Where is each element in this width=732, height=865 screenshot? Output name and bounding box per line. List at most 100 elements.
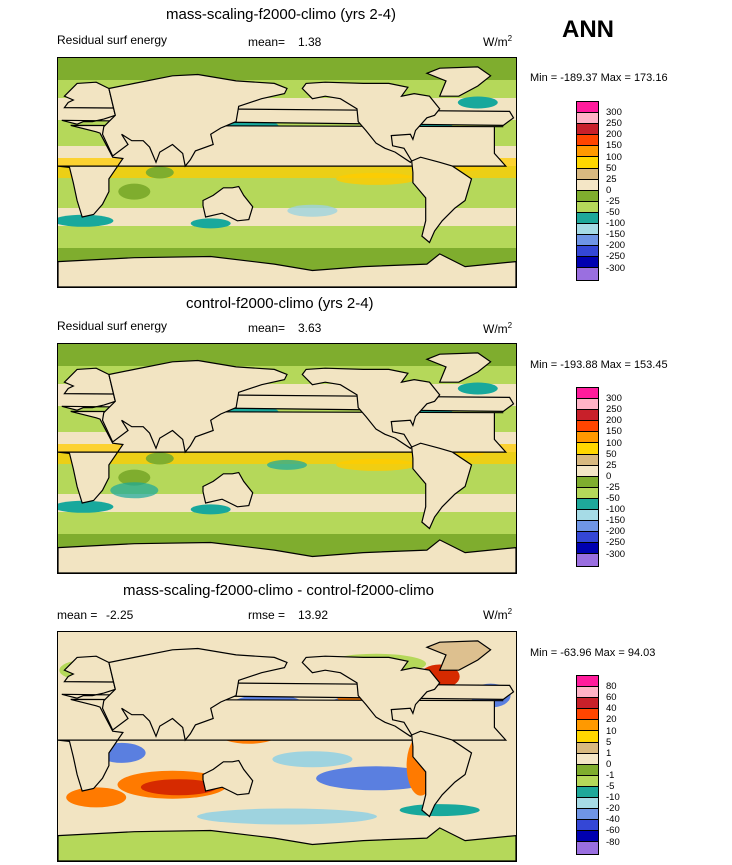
colorbar-tick-label: -50 <box>606 493 620 504</box>
colorbar-tick-label: 25 <box>606 459 617 471</box>
colorbar-tick-label: 0 <box>606 184 612 196</box>
panel-3-title: mass-scaling-f2000-climo - control-f2000… <box>123 582 434 599</box>
continent-antarctica <box>58 539 516 573</box>
colorbar-swatch <box>577 157 598 169</box>
panel-3-map <box>57 631 517 862</box>
colorbar-swatch <box>577 454 598 466</box>
colorbar-swatch <box>577 388 598 400</box>
continent-asia <box>101 647 288 742</box>
colorbar-swatch <box>577 709 598 721</box>
colorbar-swatch <box>577 798 598 810</box>
map-field <box>58 58 516 287</box>
colorbar-tick-label: -80 <box>606 836 620 848</box>
colorbar-swatch <box>577 786 598 799</box>
colorbar-tick-label: -250 <box>606 251 626 263</box>
colorbar-swatch <box>577 179 598 191</box>
panel-2-mean-value: 3.63 <box>298 321 322 335</box>
panel-1-mean-value: 1.38 <box>298 35 322 49</box>
colorbar-swatch <box>577 224 598 236</box>
continent-namerica <box>301 81 441 164</box>
colorbar-swatch <box>577 399 598 411</box>
colorbar-tick-label: -10 <box>606 792 620 804</box>
colorbar-tick-label: 0 <box>606 758 612 770</box>
colorbar-tick-label: 100 <box>606 437 622 449</box>
panel-1-map <box>57 57 517 288</box>
colorbar-swatch <box>577 698 598 710</box>
colorbar-tick-label: -200 <box>606 240 626 252</box>
continent-australia <box>202 759 254 796</box>
colorbar-tick-label: 250 <box>606 118 622 130</box>
colorbar-tick-label: 40 <box>606 703 617 715</box>
colorbar-swatch <box>577 487 598 499</box>
panel-1-colorbar <box>576 101 599 281</box>
colorbar-tick-label: -100 <box>606 504 626 516</box>
panel-2-units: W/m2 <box>483 321 513 336</box>
panel-2-variable-label: Residual surf energy <box>57 319 168 333</box>
colorbar-tick-label: -25 <box>606 195 620 207</box>
colorbar-swatch <box>577 168 598 180</box>
colorbar-tick-label: 50 <box>606 448 617 460</box>
continent-asia <box>101 359 288 454</box>
continent-australia <box>202 185 254 222</box>
panel-2-title: control-f2000-climo (yrs 2-4) <box>186 295 374 312</box>
colorbar-tick-label: 300 <box>606 393 622 405</box>
map-field <box>58 344 516 573</box>
continent-antarctica <box>58 253 516 287</box>
colorbar-swatch <box>577 809 598 821</box>
colorbar-tick-label: 0 <box>606 470 612 482</box>
colorbar-swatch <box>577 235 598 247</box>
map-field <box>58 632 516 861</box>
colorbar-tick-label: -300 <box>606 548 626 560</box>
continent-greenland <box>425 352 492 383</box>
colorbar-tick-label: -100 <box>606 218 626 230</box>
continent-samerica <box>411 442 473 530</box>
colorbar-tick-label: 200 <box>606 129 622 141</box>
panel-2-colorbar <box>576 387 599 567</box>
colorbar-tick-label: -5 <box>606 781 615 792</box>
colorbar-swatch <box>577 146 598 158</box>
colorbar-tick-label: 60 <box>606 692 617 704</box>
colorbar-swatch <box>577 731 598 743</box>
panel-2-minmax: Min = -193.88 Max = 153.45 <box>530 359 668 371</box>
continent-namerica <box>301 367 441 450</box>
colorbar-tick-label: -20 <box>606 803 620 815</box>
colorbar-swatch <box>577 554 598 566</box>
colorbar-tick-label: 20 <box>606 714 617 726</box>
continent-antarctica <box>58 827 516 861</box>
colorbar-swatch <box>577 113 598 125</box>
panel-1-minmax: Min = -189.37 Max = 173.16 <box>530 72 668 84</box>
colorbar-swatch <box>577 212 598 225</box>
colorbar-swatch <box>577 742 598 754</box>
colorbar-tick-label: -50 <box>606 207 620 218</box>
colorbar-tick-label: 1 <box>606 747 612 759</box>
colorbar-swatch <box>577 268 598 280</box>
colorbar-tick-label: 250 <box>606 404 622 416</box>
panel-3-mean-value: -2.25 <box>106 608 134 622</box>
colorbar-swatch <box>577 410 598 422</box>
panel-3-mean-label: mean = <box>57 608 98 622</box>
colorbar-tick-label: -150 <box>606 229 626 241</box>
colorbar-swatch <box>577 842 598 854</box>
colorbar-swatch <box>577 720 598 732</box>
colorbar-tick-label: -25 <box>606 481 620 493</box>
panel-1-variable-label: Residual surf energy <box>57 33 168 47</box>
colorbar-swatch <box>577 543 598 555</box>
colorbar-swatch <box>577 246 598 258</box>
continent-greenland <box>425 640 492 671</box>
panel-3-minmax: Min = -63.96 Max = 94.03 <box>530 647 656 659</box>
colorbar-tick-label: -1 <box>606 769 615 781</box>
colorbar-tick-label: 150 <box>606 140 622 152</box>
colorbar-swatch <box>577 831 598 843</box>
panel-2-mean-label: mean= <box>248 321 286 335</box>
colorbar-swatch <box>577 443 598 455</box>
colorbar-swatch <box>577 257 598 269</box>
colorbar-swatch <box>577 510 598 522</box>
colorbar-swatch <box>577 532 598 544</box>
colorbar-swatch <box>577 753 598 765</box>
colorbar-tick-label: 300 <box>606 107 622 119</box>
colorbar-tick-label: -250 <box>606 537 626 549</box>
continent-australia <box>202 471 254 508</box>
colorbar-swatch <box>577 201 598 213</box>
season-label: ANN <box>562 16 614 43</box>
colorbar-swatch <box>577 687 598 699</box>
